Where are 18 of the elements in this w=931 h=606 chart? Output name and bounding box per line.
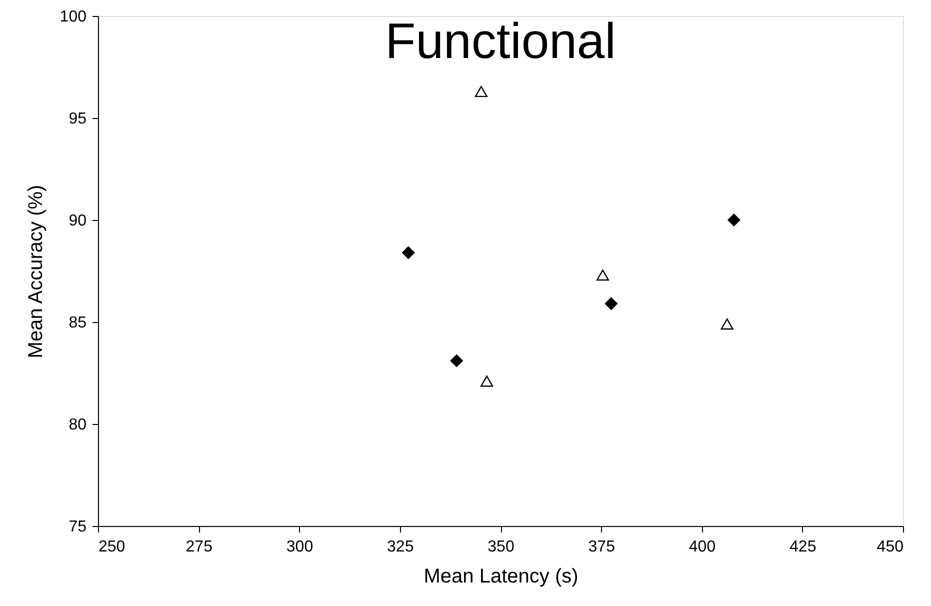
x-tick-label: 400 [688,538,716,556]
x-tick-label: 250 [98,538,126,556]
x-axis-title: Mean Latency (s) [424,566,578,588]
x-tick-label: 300 [286,538,314,556]
x-tick-label: 325 [387,538,414,556]
x-tick-label: 450 [876,538,904,556]
y-tick-label: 95 [68,110,87,128]
y-tick-label: 80 [68,416,87,434]
chart-title: Functional [385,13,616,69]
x-tick-label: 350 [488,538,514,556]
y-axis-title: Mean Accuracy (%) [24,184,47,358]
x-tick-label: 425 [790,538,816,556]
y-tick-label: 85 [68,314,87,332]
y-tick-label: 100 [60,8,87,26]
x-tick-label: 275 [186,538,213,556]
y-tick-label: 75 [68,518,87,536]
x-tick-label: 375 [588,538,616,556]
y-tick-label: 90 [68,212,87,230]
